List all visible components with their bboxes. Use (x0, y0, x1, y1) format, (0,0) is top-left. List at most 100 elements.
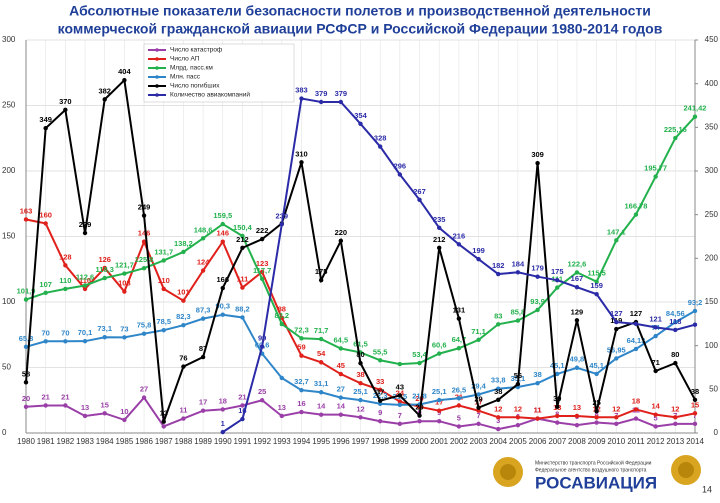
y2-tick-label: 50 (709, 384, 718, 393)
data-point (437, 225, 442, 230)
data-label: 26,5 (452, 385, 467, 394)
data-label: 70,1 (78, 328, 93, 337)
data-point (496, 426, 501, 432)
x-tick-label: 1989 (194, 437, 212, 446)
legend-label: Число погибших (170, 82, 220, 90)
data-label: 167 (571, 274, 584, 283)
data-point (555, 413, 560, 419)
data-label: 13 (573, 403, 581, 412)
data-point (633, 212, 639, 217)
data-point (437, 397, 442, 403)
ministry: Министерство транспорта Российской Федер… (535, 459, 652, 466)
data-point (673, 320, 678, 325)
data-point (358, 415, 363, 420)
data-label: 179 (531, 264, 544, 273)
data-point (102, 275, 107, 281)
data-point (614, 415, 619, 420)
data-label: 199 (472, 246, 485, 255)
data-point (240, 416, 245, 422)
data-label: 25,1 (432, 387, 447, 396)
x-tick-label: 1982 (56, 437, 74, 446)
y2-tick-label: 450 (705, 35, 719, 44)
data-point (574, 270, 580, 275)
data-point (299, 409, 304, 415)
data-point (279, 413, 284, 419)
data-point (299, 336, 304, 341)
data-label: 14 (337, 402, 346, 411)
data-label: 73,1 (97, 324, 112, 333)
data-point (63, 403, 68, 408)
data-label: 9 (378, 408, 382, 417)
data-label: 328 (374, 134, 387, 143)
data-point (318, 277, 324, 283)
data-point (122, 335, 127, 340)
data-point (555, 277, 560, 283)
data-label: 82,3 (176, 312, 191, 321)
data-label: 249 (138, 203, 151, 212)
data-label: 127 (610, 309, 623, 318)
data-label: 45 (337, 361, 345, 370)
data-point (476, 408, 481, 413)
data-label: 127 (630, 309, 643, 318)
data-label: 56 (514, 371, 522, 380)
data-point (259, 269, 265, 275)
x-tick-label: 1995 (312, 437, 330, 446)
data-point (437, 245, 442, 251)
data-label: 1 (221, 419, 225, 428)
legend-label: Млн. пасс (170, 74, 201, 81)
data-label: 8 (595, 410, 599, 419)
x-tick-label: 1996 (332, 437, 350, 446)
data-point (653, 325, 658, 330)
data-point (397, 393, 403, 398)
data-point (220, 221, 225, 227)
data-point (692, 114, 698, 119)
data-point (574, 284, 580, 290)
data-point (141, 331, 147, 336)
data-point (338, 371, 344, 377)
y-tick-label: 50 (2, 363, 11, 372)
data-label: 25 (592, 398, 600, 407)
data-label: 18 (632, 396, 640, 405)
data-point (574, 413, 580, 419)
data-point (515, 422, 521, 428)
data-label: 43 (396, 382, 404, 391)
data-label: 71,7 (314, 326, 329, 335)
logo-text: РОСАВИАЦИЯ (535, 473, 657, 492)
data-point (614, 421, 619, 427)
data-label: 38 (494, 387, 502, 396)
data-point (63, 263, 68, 268)
data-point (338, 99, 344, 105)
data-point (200, 268, 206, 273)
data-point (23, 344, 29, 350)
data-point (633, 321, 639, 327)
data-point (122, 77, 127, 83)
data-point (181, 249, 186, 255)
data-label: 38 (356, 370, 364, 379)
data-label: 138,2 (174, 239, 193, 248)
x-tick-label: 2001 (430, 437, 448, 446)
data-label: 121 (649, 314, 662, 323)
data-label: 71 (651, 358, 659, 367)
data-label: 182 (492, 261, 505, 270)
data-label: 90,3 (215, 302, 230, 311)
x-tick-label: 2009 (588, 437, 606, 446)
x-tick-label: 2006 (529, 437, 547, 446)
data-label: 379 (315, 89, 328, 98)
data-point (673, 135, 678, 141)
data-point (43, 126, 48, 131)
data-point (259, 276, 265, 282)
data-point (259, 344, 265, 349)
x-tick-label: 1998 (371, 437, 389, 446)
data-point (318, 336, 324, 342)
data-label: 21 (61, 392, 69, 401)
data-label: 61,5 (353, 339, 368, 348)
data-point (417, 197, 422, 203)
y2-tick-label: 0 (714, 428, 719, 437)
data-label: 13 (278, 403, 286, 412)
y-tick-label: 150 (2, 232, 16, 241)
data-label: 27 (337, 385, 345, 394)
data-point (220, 285, 225, 291)
y2-tick-label: 300 (705, 166, 719, 175)
x-tick-label: 2014 (686, 437, 704, 446)
data-label: 76 (179, 354, 187, 363)
